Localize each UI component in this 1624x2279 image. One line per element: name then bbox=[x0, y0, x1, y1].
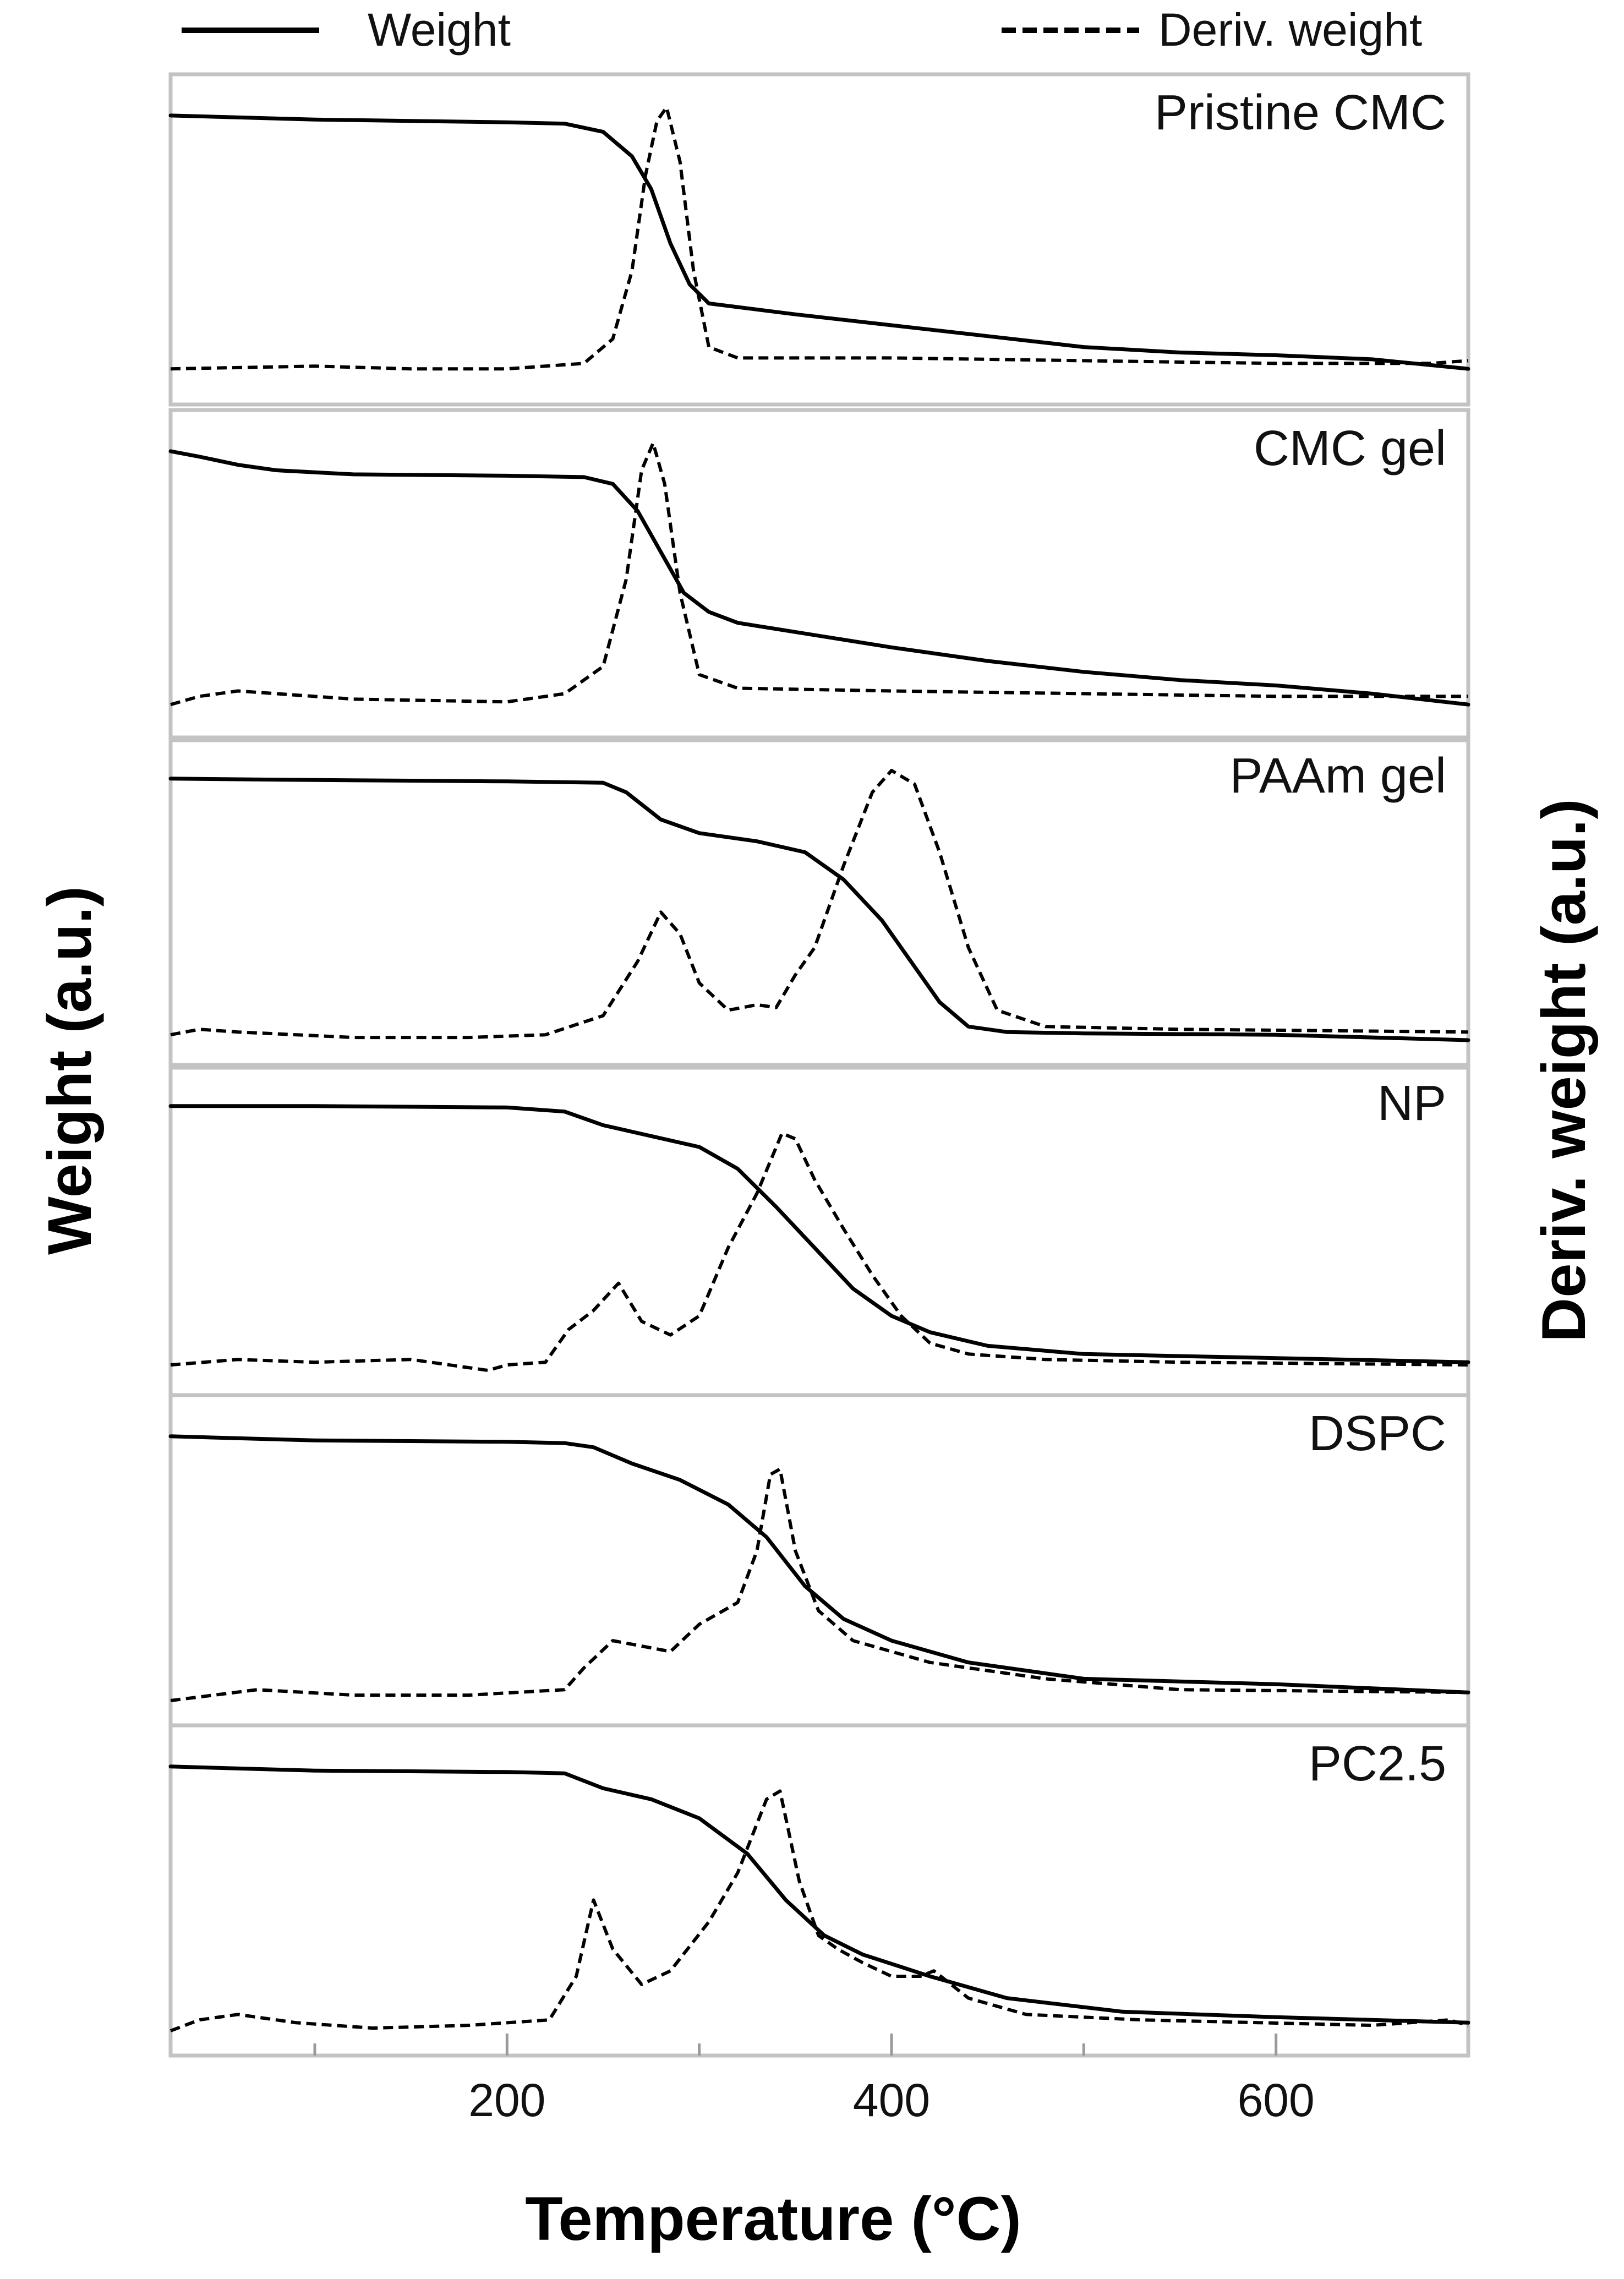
panel-label: DSPC bbox=[1309, 1406, 1446, 1461]
deriv-weight-series bbox=[169, 1789, 1469, 2032]
x-axis-title: Temperature (°C) bbox=[525, 2184, 1021, 2253]
panel-label: CMC gel bbox=[1254, 421, 1446, 476]
weight-series bbox=[168, 1434, 1470, 1695]
weight-series bbox=[168, 113, 1470, 371]
x-tick-label: 200 bbox=[468, 2074, 545, 2126]
weight-series bbox=[168, 1104, 1470, 1364]
deriv-weight-series bbox=[170, 441, 1468, 707]
deriv-weight-series bbox=[170, 1132, 1469, 1372]
x-tick-label: 400 bbox=[853, 2074, 930, 2126]
y-axis-title-left: Weight (a.u.) bbox=[35, 886, 104, 1255]
deriv-weight-series bbox=[170, 106, 1469, 371]
panel-paam-gel: PAAm gel bbox=[168, 735, 1470, 1070]
panel-pc2-5: PC2.5 bbox=[168, 1723, 1470, 2058]
panel-pristine-cmc: Pristine CMC bbox=[168, 72, 1470, 407]
legend-deriv-label: Deriv. weight bbox=[1158, 4, 1422, 56]
deriv-weight-series bbox=[170, 769, 1469, 1040]
panel-dspc: DSPC bbox=[168, 1393, 1470, 1728]
x-tick-label: 600 bbox=[1238, 2074, 1315, 2126]
panel-label: NP bbox=[1377, 1076, 1446, 1131]
panel-np: NP bbox=[168, 1063, 1470, 1397]
panel-frame bbox=[168, 1063, 1470, 1397]
panel-cmc-gel: CMC gel bbox=[168, 408, 1470, 742]
panel-frame bbox=[168, 1393, 1470, 1728]
panel-frame bbox=[168, 72, 1470, 407]
weight-series bbox=[168, 449, 1470, 707]
legend: Weight Deriv. weight bbox=[182, 4, 1422, 56]
weight-series bbox=[168, 1764, 1470, 2025]
panel-frame bbox=[168, 1723, 1470, 2058]
panels: Pristine CMC CMC gel PAAm gel NP DSPC PC2.5 bbox=[168, 72, 1470, 2058]
panel-frame bbox=[168, 735, 1470, 1070]
y-axis-title-right: Deriv. weight (a.u.) bbox=[1529, 799, 1598, 1342]
panel-label: Pristine CMC bbox=[1155, 85, 1446, 140]
x-axis: 200 400 600 bbox=[313, 2034, 1315, 2126]
panel-label: PAAm gel bbox=[1230, 748, 1447, 804]
panel-frame bbox=[168, 408, 1470, 742]
panel-label: PC2.5 bbox=[1309, 1736, 1446, 1791]
legend-weight-label: Weight bbox=[368, 4, 511, 56]
weight-series bbox=[168, 777, 1470, 1042]
deriv-weight-series bbox=[170, 1467, 1469, 1702]
